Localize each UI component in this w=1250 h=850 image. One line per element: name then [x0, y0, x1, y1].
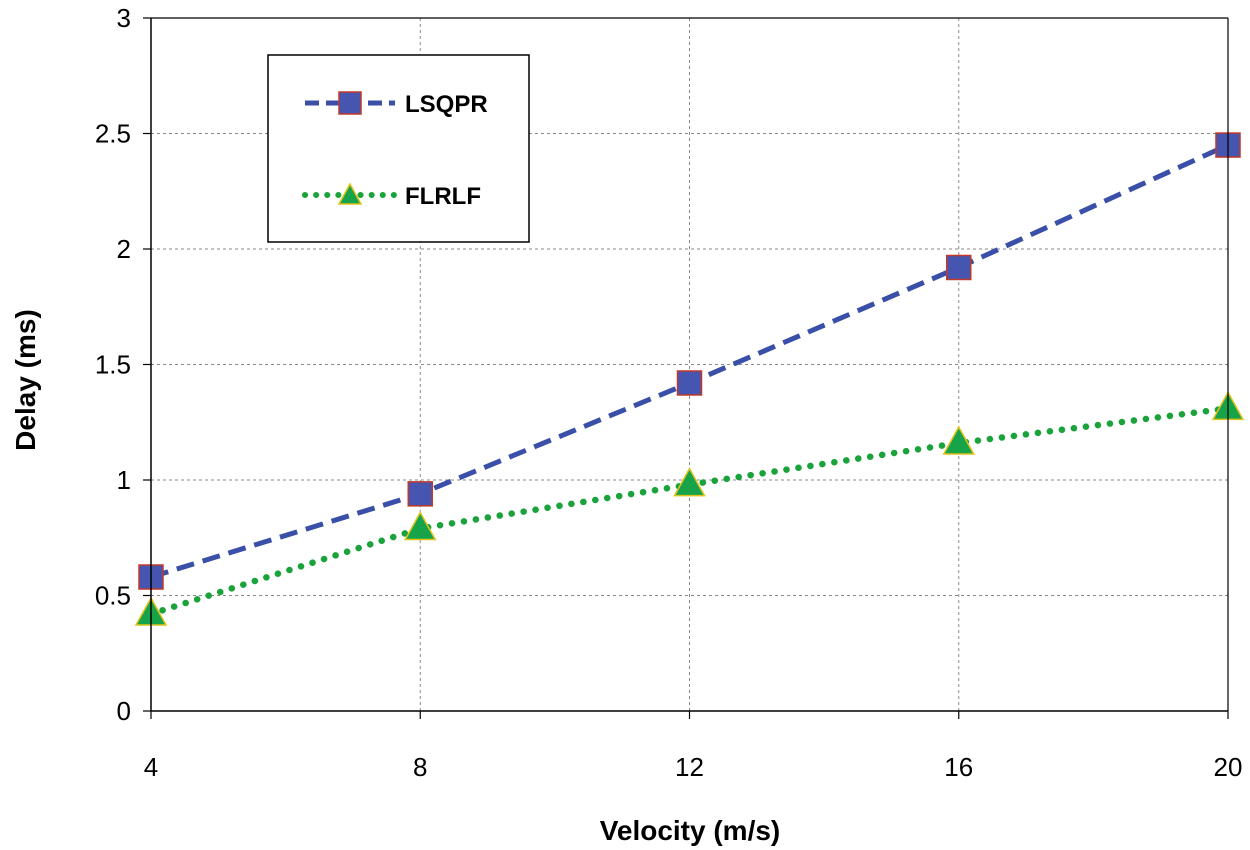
y-tick-label: 1.5: [95, 350, 131, 380]
x-tick-label: 8: [413, 752, 427, 782]
x-tick-label: 20: [1214, 752, 1243, 782]
data-point-flrlf: [942, 425, 976, 455]
data-point-flrlf: [673, 467, 706, 497]
y-tick-label: 2.5: [95, 119, 131, 149]
y-tick-label: 0: [117, 696, 131, 726]
legend-label-flrlf: FLRLF: [405, 183, 481, 210]
y-tick-label: 0.5: [95, 581, 131, 611]
axis-layer: 0 0.5 1 1.5 2 2.5 3 4 8 12 16 20: [95, 3, 1243, 782]
data-point-flrlf: [403, 510, 437, 541]
y-axis-title: Delay (ms): [10, 309, 41, 451]
legend-marker-lsqpr: [338, 91, 362, 115]
y-tick-label: 2: [117, 234, 131, 264]
series-layer: [134, 132, 1245, 626]
x-tick-label: 16: [944, 752, 973, 782]
x-tick-label: 12: [675, 752, 704, 782]
data-point-lsqpr: [407, 481, 433, 507]
legend-marker-flrlf: [337, 182, 363, 205]
data-point-lsqpr: [676, 370, 703, 396]
legend-box: [267, 54, 530, 243]
x-axis-title: Velocity (m/s): [600, 815, 781, 846]
x-tick-label: 4: [144, 752, 158, 782]
legend-label-lsqpr: LSQPR: [405, 91, 488, 118]
y-tick-label: 3: [117, 3, 131, 33]
legend: LSQPR FLRLF: [267, 54, 530, 243]
data-point-lsqpr: [946, 254, 972, 281]
y-tick-label: 1: [117, 465, 131, 495]
